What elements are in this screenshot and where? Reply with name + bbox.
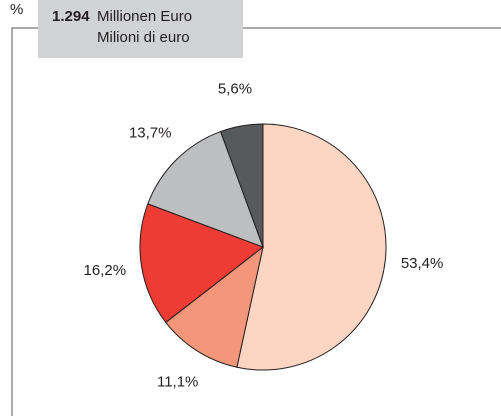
- pie-slice: [236, 123, 387, 371]
- data-label: 5,6%: [218, 80, 252, 97]
- header-box: [38, 0, 243, 58]
- unit-label: %: [10, 1, 23, 18]
- data-label: 53,4%: [401, 255, 444, 272]
- total: 1.294: [52, 8, 90, 25]
- chart-subtitle: Milioni di euro: [97, 29, 190, 46]
- data-label: 11,1%: [157, 373, 198, 390]
- chart-title: Millionen Euro: [97, 8, 192, 25]
- data-label: 13,7%: [129, 124, 172, 141]
- pie-slice: [139, 203, 265, 324]
- pie-slice: [219, 123, 264, 248]
- data-label: 16,2%: [84, 262, 127, 279]
- frame: [11, 27, 501, 416]
- pie-slice: [147, 130, 264, 248]
- pie-slice: [165, 245, 264, 368]
